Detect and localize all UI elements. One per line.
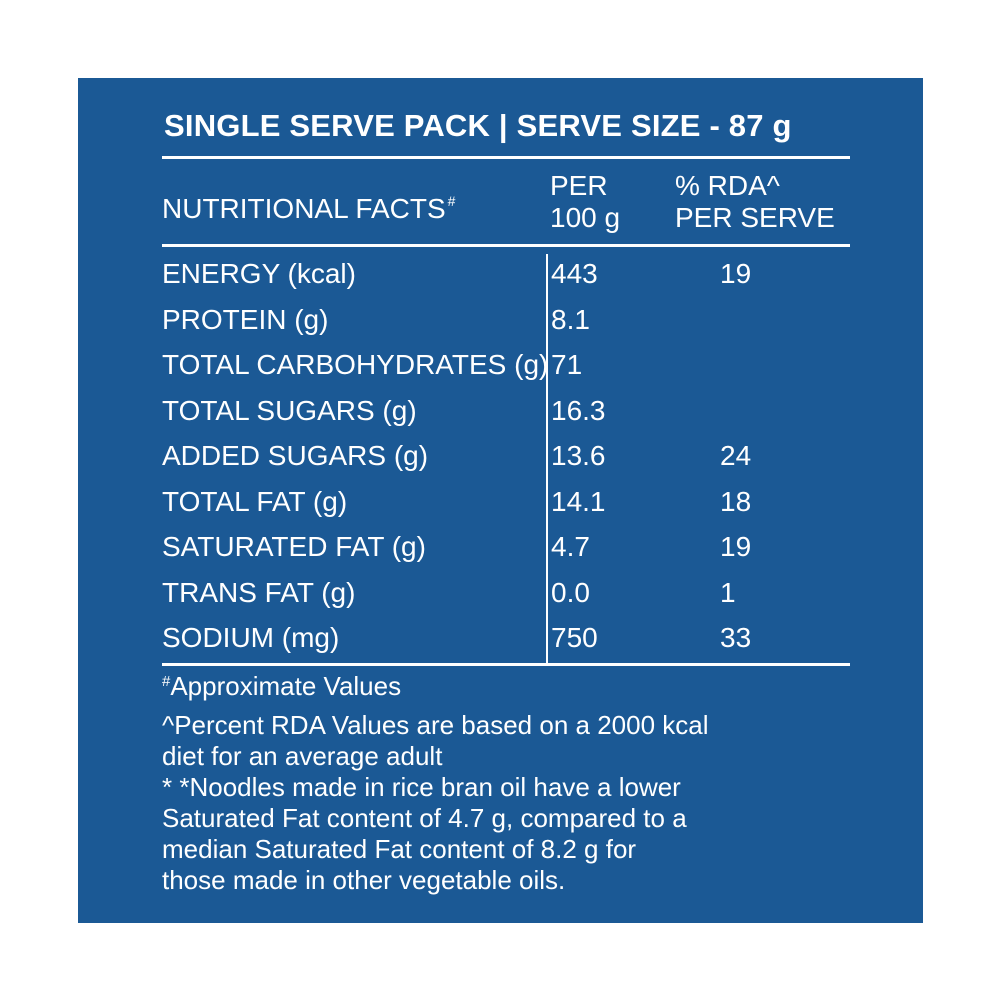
nutrient-label: TOTAL SUGARS (g) bbox=[162, 394, 417, 426]
header-footnote-mark: # bbox=[447, 193, 456, 209]
table-row: TOTAL CARBOHYDRATES (g) 71 bbox=[162, 345, 862, 391]
nutrient-label: TOTAL FAT (g) bbox=[162, 485, 348, 517]
per-100g-value: 8.1 bbox=[551, 303, 590, 335]
footnote-approx: #Approximate Values bbox=[162, 666, 862, 702]
column-divider bbox=[546, 572, 548, 618]
rda-value: 19 bbox=[720, 531, 752, 562]
panel-title: SINGLE SERVE PACK | SERVE SIZE - 87 g bbox=[164, 108, 792, 143]
per-100g-value: 71 bbox=[551, 349, 583, 380]
footer-divider bbox=[162, 663, 850, 666]
column-divider bbox=[546, 527, 548, 573]
table-row: TOTAL FAT (g) 14.1 18 bbox=[162, 481, 862, 527]
table-row: SODIUM (mg) 750 33 bbox=[162, 618, 862, 664]
column-header-nutrient: NUTRITIONAL FACTS # bbox=[162, 184, 455, 226]
footnote-approx-text: Approximate Values bbox=[170, 671, 402, 701]
per-100g-value: 750 bbox=[551, 622, 598, 653]
column-header-per-line1: PER bbox=[550, 170, 608, 201]
table-row: TOTAL SUGARS (g) 16.3 bbox=[162, 390, 862, 436]
table-row: SATURATED FAT (g) 4.7 19 bbox=[162, 527, 862, 573]
rda-value: 24 bbox=[720, 440, 752, 471]
footnote-oil-line4: those made in other vegetable oils. bbox=[162, 865, 566, 895]
nutrient-label: SATURATED FAT (g) bbox=[162, 531, 426, 562]
footnote-rda-line2: diet for an average adult bbox=[162, 741, 443, 771]
column-divider bbox=[546, 254, 548, 300]
column-header-per-line2: 100 g bbox=[550, 202, 621, 233]
table-row: PROTEIN (g) 8.1 bbox=[162, 299, 862, 345]
nutrient-label: ADDED SUGARS (g) bbox=[162, 440, 429, 471]
column-header-rda-line2: PER SERVE bbox=[675, 202, 835, 233]
per-100g-value: 14.1 bbox=[551, 485, 606, 517]
column-divider bbox=[546, 345, 548, 391]
footnote-oil-line3: median Saturated Fat content of 8.2 g fo… bbox=[162, 834, 637, 864]
nutrient-label: TRANS FAT (g) bbox=[162, 576, 356, 608]
title-divider bbox=[162, 156, 850, 159]
footnotes: #Approximate Values ^Percent RDA Values … bbox=[162, 666, 862, 896]
rda-value: 19 bbox=[720, 258, 752, 289]
table-row: TRANS FAT (g) 0.0 1 bbox=[162, 572, 862, 618]
table-row: ADDED SUGARS (g) 13.6 24 bbox=[162, 436, 862, 482]
nutrition-panel: SINGLE SERVE PACK | SERVE SIZE - 87 g NU… bbox=[78, 78, 923, 923]
column-header-rda: % RDA^ PER SERVE bbox=[675, 170, 835, 234]
rda-value: 1 bbox=[720, 576, 736, 608]
nutrient-label: TOTAL CARBOHYDRATES (g) bbox=[162, 349, 549, 380]
column-header-rda-line1: % RDA^ bbox=[675, 170, 780, 201]
per-100g-value: 16.3 bbox=[551, 394, 606, 426]
table-row: ENERGY (kcal) 443 19 bbox=[162, 254, 862, 300]
per-100g-value: 0.0 bbox=[551, 576, 590, 608]
per-100g-value: 443 bbox=[551, 258, 598, 289]
column-header-per-100g: PER 100 g bbox=[550, 170, 620, 234]
nutrition-table: ENERGY (kcal) 443 19 PROTEIN (g) 8.1 TOT… bbox=[162, 254, 862, 664]
column-divider bbox=[546, 390, 548, 436]
header-divider bbox=[162, 244, 850, 247]
footnote-oil-line1: * *Noodles made in rice bran oil have a … bbox=[162, 772, 681, 802]
rda-value: 33 bbox=[720, 622, 752, 653]
footnote-approx-mark: # bbox=[162, 673, 171, 690]
column-header-nutrient-text: NUTRITIONAL FACTS bbox=[162, 193, 446, 224]
rda-value: 18 bbox=[720, 485, 752, 517]
nutrient-label: ENERGY (kcal) bbox=[162, 258, 356, 289]
column-divider bbox=[546, 436, 548, 482]
column-divider bbox=[546, 481, 548, 527]
per-100g-value: 13.6 bbox=[551, 440, 606, 471]
per-100g-value: 4.7 bbox=[551, 531, 590, 562]
footnote-rda-line1: ^Percent RDA Values are based on a 2000 … bbox=[162, 710, 709, 740]
footnote-oil-line2: Saturated Fat content of 4.7 g, compared… bbox=[162, 803, 687, 833]
nutrient-label: SODIUM (mg) bbox=[162, 622, 340, 653]
column-divider bbox=[546, 299, 548, 345]
column-divider bbox=[546, 618, 548, 664]
nutrient-label: PROTEIN (g) bbox=[162, 303, 329, 335]
